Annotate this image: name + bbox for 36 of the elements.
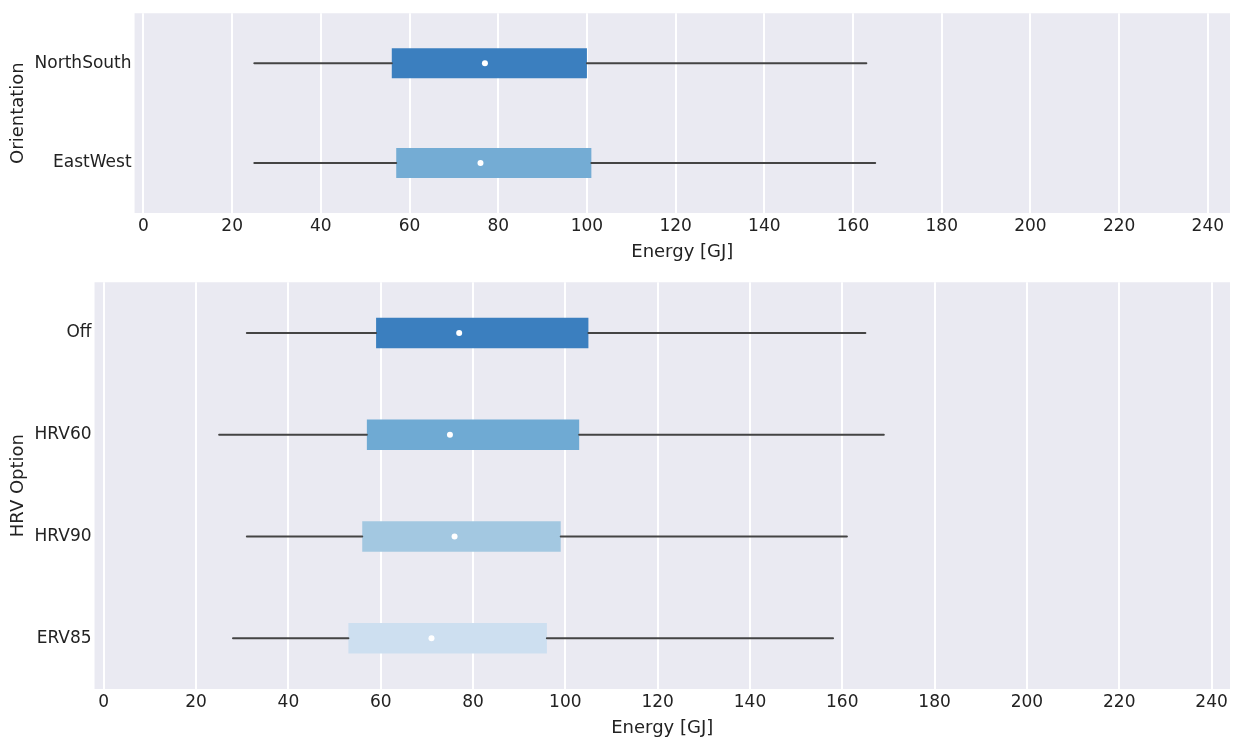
- x-tick-label: 240: [1191, 214, 1225, 235]
- x-tick-label: 180: [918, 690, 951, 711]
- x-tick-label: 200: [1010, 690, 1044, 711]
- x-tick-label: 240: [1195, 690, 1228, 711]
- y-tick-label: ERV85: [36, 626, 92, 647]
- x-tick-label: 80: [487, 214, 510, 235]
- x-tick-label: 0: [98, 690, 110, 711]
- x-tick-label: 20: [221, 214, 243, 235]
- x-axis-title: Energy [GJ]: [631, 239, 734, 261]
- x-tick-label: 220: [1102, 214, 1136, 235]
- x-tick-label: 80: [462, 690, 484, 711]
- x-tick-label: 180: [925, 214, 958, 235]
- y-tick-label: EastWest: [53, 151, 132, 172]
- x-tick-label: 140: [733, 690, 767, 711]
- x-tick-label: 200: [1014, 214, 1047, 235]
- x-tick-label: 160: [836, 214, 870, 235]
- y-axis-title: HRV Option: [6, 434, 28, 538]
- x-tick-label: 220: [1103, 690, 1136, 711]
- x-tick-label: 40: [277, 690, 300, 711]
- y-axis-title: Orientation: [6, 62, 28, 164]
- x-tick-label: 100: [549, 690, 582, 711]
- x-tick-label: 140: [748, 214, 781, 235]
- x-tick-label: 40: [310, 214, 332, 235]
- x-tick-label: 120: [641, 690, 674, 711]
- x-tick-label: 160: [826, 690, 859, 711]
- y-tick-label: HRV90: [34, 524, 92, 545]
- y-tick-label: HRV60: [34, 423, 92, 444]
- x-tick-label: 100: [570, 214, 604, 235]
- x-tick-label: 60: [369, 690, 392, 711]
- x-tick-label: 60: [398, 214, 421, 235]
- y-tick-label: Off: [66, 321, 93, 342]
- x-axis-title: Energy [GJ]: [611, 715, 714, 737]
- y-tick-label: NorthSouth: [34, 51, 132, 72]
- x-tick-label: 120: [659, 214, 692, 235]
- x-tick-label: 0: [138, 214, 149, 235]
- x-tick-label: 20: [185, 690, 207, 711]
